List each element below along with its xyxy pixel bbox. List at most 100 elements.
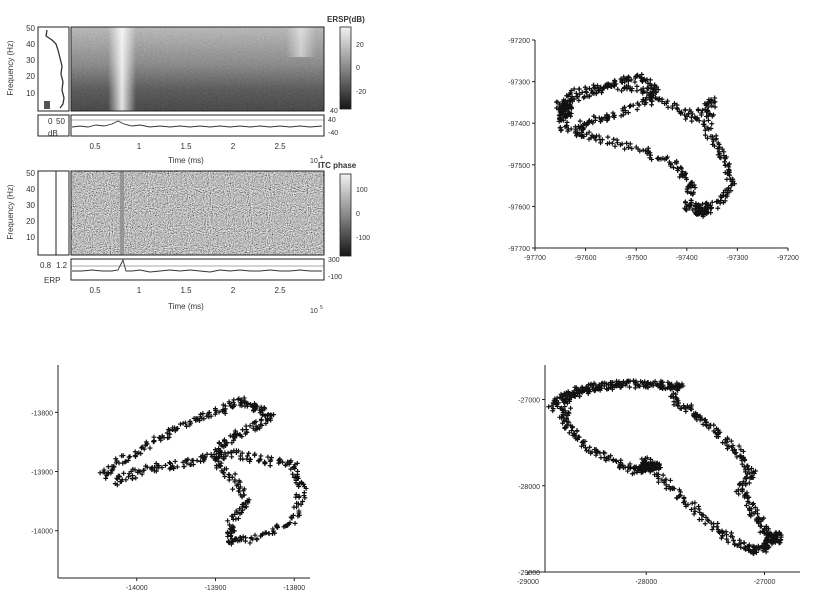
- ersp-trace: [71, 120, 323, 128]
- data-point: [598, 140, 604, 146]
- data-point: [217, 450, 223, 456]
- data-point: [722, 440, 728, 446]
- ersp-ytick: 20: [26, 72, 35, 81]
- data-point: [708, 520, 714, 526]
- data-point: [683, 175, 689, 181]
- data-point: [235, 481, 241, 487]
- data-point: [194, 458, 200, 464]
- data-point: [649, 157, 654, 162]
- x-tick-label: -97200: [777, 255, 799, 262]
- data-point: [661, 480, 667, 485]
- data-point: [117, 479, 123, 485]
- data-point: [285, 459, 291, 465]
- data-point: [264, 416, 270, 422]
- data-point: [706, 117, 711, 123]
- data-point: [709, 527, 715, 532]
- data-point: [258, 422, 263, 428]
- data-point: [593, 382, 599, 388]
- ersp-subrow-right: -40: [328, 130, 338, 137]
- data-point: [219, 443, 225, 449]
- data-point: [599, 137, 605, 143]
- data-point: [650, 464, 656, 470]
- data-point: [706, 126, 712, 132]
- data-point: [611, 457, 616, 463]
- data-point: [563, 98, 568, 104]
- data-point: [763, 546, 769, 552]
- data-point: [612, 382, 618, 388]
- data-point: [675, 166, 681, 172]
- data-point: [703, 419, 709, 425]
- data-point: [577, 91, 583, 97]
- itc-subrow-label: ERP: [44, 276, 60, 285]
- y-tick-label: -97500: [508, 163, 530, 170]
- itc-xticks: 0.5 1 1.5 2 2.5: [89, 286, 286, 295]
- data-point: [686, 205, 692, 211]
- itc-panel: Frequency (Hz) 50 40 30 20 10 ITC phase …: [6, 161, 370, 315]
- ersp-trace-box: [70, 114, 325, 137]
- data-point: [564, 119, 570, 125]
- data-point: [702, 521, 708, 527]
- data-point: [208, 452, 214, 457]
- data-point: [746, 494, 752, 500]
- data-point: [632, 75, 638, 81]
- data-point: [745, 544, 751, 549]
- data-point: [683, 116, 689, 122]
- data-point: [215, 458, 221, 464]
- data-point: [719, 533, 725, 539]
- data-point: [226, 472, 232, 477]
- data-point: [564, 400, 570, 406]
- data-point: [121, 470, 127, 476]
- data-point: [126, 474, 131, 480]
- scatter-plot-bottom-left: -14000 -13900 -13800 -13800 -13900 -14000: [31, 365, 310, 592]
- data-point: [697, 415, 703, 420]
- data-point: [751, 501, 756, 507]
- data-point: [730, 534, 736, 540]
- itc-multiplier: 10: [310, 308, 318, 315]
- data-point: [263, 530, 269, 536]
- data-point: [698, 112, 704, 118]
- data-point: [222, 437, 227, 443]
- data-point: [104, 473, 110, 478]
- data-point: [231, 528, 237, 534]
- itc-trace: [72, 258, 322, 273]
- data-point: [222, 474, 228, 479]
- data-point: [263, 421, 269, 426]
- data-point: [615, 140, 620, 146]
- data-point: [580, 133, 586, 139]
- data-point: [636, 102, 642, 108]
- data-point: [181, 464, 187, 469]
- data-point: [239, 397, 244, 403]
- itc-ytick: 40: [26, 185, 35, 194]
- data-point: [113, 460, 119, 466]
- data-point: [701, 121, 707, 127]
- data-point: [567, 97, 573, 103]
- data-point: [244, 427, 249, 433]
- data-point: [743, 547, 749, 552]
- data-point: [204, 413, 210, 419]
- y-tick-label: -27000: [518, 398, 540, 405]
- data-point: [619, 141, 625, 147]
- data-point: [257, 457, 262, 463]
- ersp-cbar-bottom: 40: [330, 108, 338, 115]
- data-point: [655, 87, 661, 93]
- data-point: [649, 382, 654, 388]
- data-point: [220, 470, 226, 476]
- itc-subrow-right: -100: [328, 274, 342, 281]
- data-point: [114, 475, 120, 481]
- data-point: [677, 406, 683, 411]
- data-point: [259, 412, 265, 418]
- data-point: [292, 462, 298, 468]
- data-point: [618, 457, 624, 463]
- data-point: [242, 505, 248, 510]
- data-point: [240, 507, 246, 513]
- ersp-xtick: 1.5: [180, 142, 192, 151]
- data-point: [227, 526, 233, 532]
- data-point: [668, 386, 673, 392]
- data-point: [581, 95, 587, 101]
- data-point: [752, 505, 758, 510]
- data-point: [550, 406, 556, 412]
- data-point: [248, 535, 254, 541]
- data-point: [589, 132, 595, 138]
- data-point: [602, 450, 608, 456]
- ersp-multiplier: 10: [310, 158, 318, 165]
